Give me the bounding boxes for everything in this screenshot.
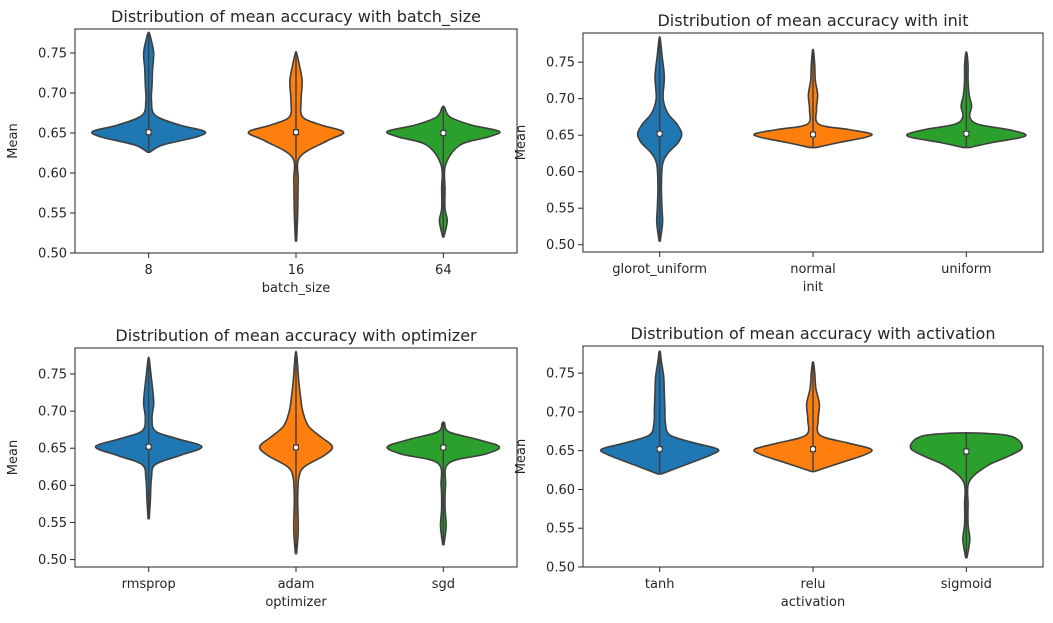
violin-median-relu <box>810 446 816 452</box>
x-tick-label: adam <box>278 577 315 592</box>
y-axis-label: Mean <box>6 123 21 158</box>
y-tick-label: 0.50 <box>38 553 67 568</box>
y-tick-label: 0.70 <box>38 87 67 102</box>
axes-frame <box>582 345 1044 568</box>
y-tick-label: 0.65 <box>38 442 67 457</box>
y-tick-label: 0.70 <box>546 92 575 107</box>
axes-frame <box>74 347 518 568</box>
y-tick-label: 0.70 <box>38 405 67 420</box>
y-tick-label: 0.65 <box>38 127 67 142</box>
y-tick-label: 0.55 <box>38 207 67 222</box>
y-tick-label: 0.60 <box>38 167 67 182</box>
x-tick-label: 8 <box>145 263 153 278</box>
subplot-4: Distribution of mean accuracy with activ… <box>514 324 1044 610</box>
violin-median-sigmoid <box>963 448 970 455</box>
subplot-2: Distribution of mean accuracy with init g… <box>514 11 1044 295</box>
x-tick-label: rmsprop <box>122 577 176 592</box>
y-axis-label: Mean <box>514 439 529 474</box>
y-axis-label: Mean <box>514 125 529 160</box>
subplot-1: Distribution of mean accuracy with batch… <box>6 7 518 296</box>
y-tick-label: 0.55 <box>546 202 575 217</box>
axes-frame <box>582 32 1044 253</box>
y-tick-label: 0.60 <box>546 165 575 180</box>
y-tick-label: 0.75 <box>38 367 67 382</box>
x-tick-label: normal <box>790 262 836 277</box>
x-tick-label: uniform <box>941 262 991 277</box>
x-tick-label: relu <box>801 577 826 592</box>
x-axis-label: activation <box>781 595 845 610</box>
x-tick-label: 16 <box>288 263 305 278</box>
violin-median-16 <box>293 129 299 135</box>
x-axis-label: optimizer <box>265 595 327 610</box>
violin-median-normal <box>810 131 816 138</box>
subplot-title: Distribution of mean accuracy with batch… <box>111 7 481 27</box>
violin-median-rmsprop <box>145 444 152 450</box>
x-tick-label: tanh <box>645 577 675 592</box>
y-tick-label: 0.65 <box>546 444 575 459</box>
y-tick-label: 0.50 <box>546 238 575 253</box>
subplot-title: Distribution of mean accuracy with init <box>657 11 968 30</box>
y-tick-label: 0.65 <box>546 129 575 144</box>
violin-median-uniform <box>963 131 970 137</box>
y-tick-label: 0.50 <box>38 247 67 262</box>
x-axis-label: init <box>803 280 824 295</box>
x-tick-label: 64 <box>435 263 452 278</box>
y-tick-label: 0.75 <box>546 56 575 71</box>
violin-median-64 <box>440 130 447 136</box>
subplot-3: Distribution of mean accuracy with optim… <box>6 326 518 610</box>
violin-median-sgd <box>440 444 447 451</box>
subplot-title: Distribution of mean accuracy with activ… <box>631 324 996 343</box>
y-tick-label: 0.70 <box>546 405 575 420</box>
violin-median-glorot_uniform <box>656 131 663 137</box>
x-axis-label: batch_size <box>262 281 330 296</box>
x-tick-label: sgd <box>432 577 455 592</box>
y-tick-label: 0.55 <box>546 522 575 537</box>
y-tick-label: 0.50 <box>546 561 575 576</box>
y-tick-label: 0.60 <box>546 483 575 498</box>
y-tick-label: 0.60 <box>38 479 67 494</box>
y-tick-label: 0.75 <box>546 367 575 382</box>
violin-median-adam <box>293 444 299 451</box>
violin-median-8 <box>145 129 152 135</box>
y-tick-label: 0.55 <box>38 516 67 531</box>
axes-frame <box>74 28 518 254</box>
y-axis-label: Mean <box>6 440 21 475</box>
subplot-title: Distribution of mean accuracy with optim… <box>115 326 477 345</box>
violin-median-tanh <box>656 446 663 452</box>
y-tick-label: 0.75 <box>38 47 67 62</box>
x-tick-label: glorot_uniform <box>612 262 707 277</box>
x-tick-label: sigmoid <box>941 577 992 592</box>
